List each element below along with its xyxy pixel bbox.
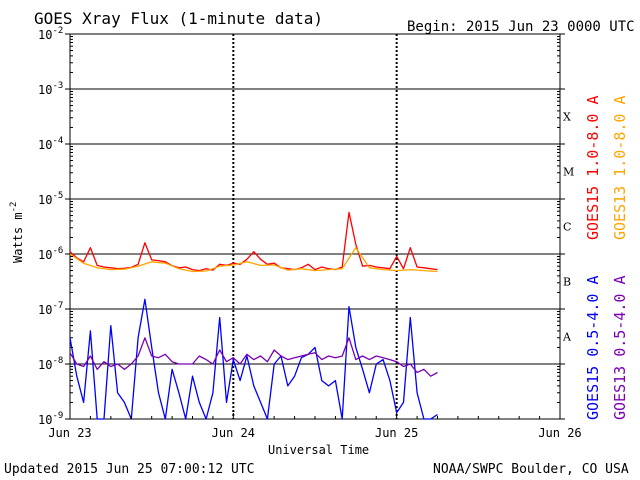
series-line <box>69 337 438 377</box>
chart-title: GOES Xray Flux (1-minute data) <box>34 9 323 28</box>
y-axis-label: Watts m-2 <box>9 202 25 263</box>
legend-entry: GOES15 0.5-4.0 A <box>584 276 602 421</box>
y-tick-label: 10-5 <box>38 191 63 207</box>
y-tick-label: 10-4 <box>38 136 63 152</box>
y-axis-ticks: 10-9 10-8 10-7 10-6 10-5 10-4 10-3 10-2 <box>38 26 565 427</box>
begin-time: Begin: 2015 Jun 23 0000 UTC <box>407 19 635 35</box>
flare-class-label: X <box>563 111 571 124</box>
plot-frame <box>69 33 561 420</box>
flare-class-label: C <box>563 221 571 234</box>
y-tick-label: 10-9 <box>38 411 63 427</box>
credit: NOAA/SWPC Boulder, CO USA <box>433 462 629 477</box>
x-tick-label: Jun 25 <box>375 426 418 440</box>
grid-lines <box>70 34 560 419</box>
flare-class-label: M <box>563 166 574 179</box>
flare-class-labels: A B C M X <box>562 111 574 344</box>
legend-entry: GOES15 1.0-8.0 A <box>584 96 602 241</box>
data-series <box>69 211 438 420</box>
flare-class-label: B <box>563 276 571 289</box>
series-line <box>69 247 438 273</box>
x-tick-label: Jun 24 <box>212 426 255 440</box>
y-tick-label: 10-7 <box>38 301 63 317</box>
y-tick-label: 10-3 <box>38 81 63 97</box>
x-tick-label: Jun 26 <box>538 426 581 440</box>
legend-entry: GOES13 0.5-4.0 A <box>611 276 629 421</box>
legend-entry: GOES13 1.0-8.0 A <box>611 96 629 241</box>
updated-time: Updated 2015 Jun 25 07:00:12 UTC <box>4 462 254 477</box>
legend: GOES15 1.0-8.0 A GOES13 1.0-8.0 A GOES15 0… <box>584 96 629 421</box>
y-tick-label: 10-8 <box>38 356 63 372</box>
series-line <box>69 211 438 272</box>
x-axis-ticks: Jun 23 Jun 24 Jun 25 Jun 26 <box>48 413 582 440</box>
x-tick-label: Jun 23 <box>48 426 91 440</box>
y-tick-label: 10-6 <box>38 246 63 262</box>
y-tick-label: 10-2 <box>38 26 63 42</box>
x-axis-label: Universal Time <box>268 443 369 457</box>
flare-class-label: A <box>562 331 572 344</box>
